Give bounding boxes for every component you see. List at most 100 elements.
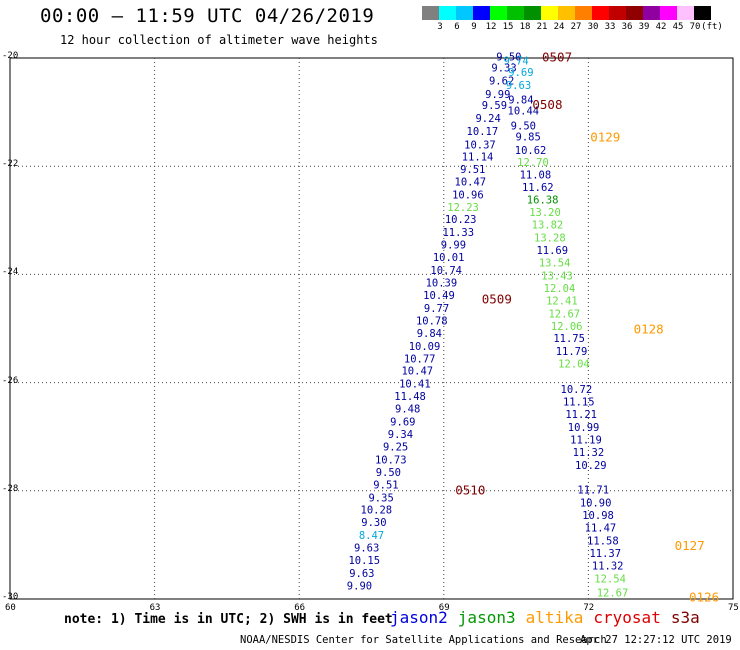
wave-height-value: 11.15 [563, 397, 595, 409]
wave-height-value: 11.71 [577, 485, 609, 497]
colorbar-label: 39 [638, 22, 650, 32]
colorbar-swatch: #000000 [694, 6, 711, 20]
colorbar-labels: 3 6 9 12 15 18 21 24 27 30 33 36 39 42 45 70 (ft) [422, 22, 740, 34]
legend-entry-jason3: jason3 [457, 608, 516, 627]
colorbar-label: (ft) [701, 22, 723, 32]
wave-height-value: 11.32 [573, 447, 605, 459]
legend-entry-s3a: s3a [670, 608, 700, 627]
wave-height-value: 9.84 [508, 95, 533, 107]
map-subtitle: 12 hour collection of altimeter wave hei… [60, 33, 378, 47]
wave-height-value: 10.09 [409, 341, 441, 353]
y-tick-label: -30 [2, 592, 19, 602]
wave-height-value: 11.62 [522, 182, 554, 194]
wave-height-value: 12.54 [594, 573, 626, 585]
x-tick-label: 63 [149, 603, 161, 613]
wave-height-value: 10.96 [452, 189, 484, 201]
legend-entry-jason2: jason2 [390, 608, 448, 627]
wave-height-value: 13.54 [539, 257, 571, 269]
wave-height-value: 9.85 [516, 131, 541, 143]
colorbar-label: 24 [553, 22, 565, 32]
wave-height-value: 9.74 [503, 56, 528, 68]
wave-height-value: 10.99 [568, 422, 600, 434]
pass-time-label: 0509 [482, 292, 512, 307]
colorbar: #808080#00ffff#00c8ff#0000ff#00ff00#00c0… [422, 6, 711, 20]
pass-time-label: 0129 [590, 129, 620, 144]
wave-height-value: 9.30 [361, 517, 386, 529]
pass-times-layer: 0507 0508 0129 0509 0128 0510 0127 0126 [455, 49, 719, 604]
colorbar-label: 18 [519, 22, 531, 32]
colorbar-label: 9 [471, 22, 477, 32]
wave-height-value: 12.04 [558, 359, 590, 371]
wave-height-value: 11.48 [394, 391, 426, 403]
pass-time-label: 0507 [542, 49, 572, 64]
wave-height-value: 9.51 [460, 164, 485, 176]
wave-height-value: 9.51 [373, 479, 398, 491]
wave-height-value: 12.41 [546, 295, 578, 307]
wave-height-value: 10.72 [561, 384, 593, 396]
wave-height-value: 9.24 [475, 113, 500, 125]
plot-frame [9, 57, 734, 600]
wave-height-value: 9.63 [349, 568, 374, 580]
wave-height-value: 8.47 [359, 530, 384, 542]
colorbar-swatch: #900000 [626, 6, 643, 20]
wave-height-value: 12.67 [597, 588, 629, 600]
wave-height-value: 10.73 [375, 454, 407, 466]
colorbar-swatch: #ffc000 [558, 6, 575, 20]
wave-height-value: 13.43 [541, 270, 573, 282]
wave-height-value: 10.23 [445, 214, 477, 226]
y-tick-label: -20 [2, 51, 19, 61]
colorbar-label: 42 [655, 22, 667, 32]
colorbar-swatch: #00ffff [439, 6, 456, 20]
pass-time-label: 0128 [634, 322, 664, 337]
wave-height-value: 10.77 [404, 353, 436, 365]
colorbar-swatch: #00ff00 [490, 6, 507, 20]
wave-height-value: 11.21 [565, 409, 597, 421]
pass-time-label: 0127 [675, 538, 705, 553]
wave-height-value: 13.20 [529, 207, 561, 219]
colorbar-swatch: #ff0000 [592, 6, 609, 20]
wave-height-value: 9.69 [390, 417, 415, 429]
wave-height-value: 11.79 [556, 346, 588, 358]
wave-height-value: 9.62 [489, 76, 514, 88]
wave-height-value: 9.90 [347, 580, 372, 592]
wave-height-value: 16.38 [527, 195, 559, 207]
y-tick-label: -26 [2, 375, 19, 386]
wave-height-value: 12.70 [517, 157, 549, 169]
x-tick-label: 75 [728, 603, 739, 613]
y-tick-label: -28 [2, 483, 19, 494]
x-tick-label: 60 [5, 603, 16, 613]
wave-height-value: 10.15 [348, 555, 380, 567]
colorbar-swatch: #00c8ff [456, 6, 473, 20]
wave-height-value: 10.78 [416, 315, 448, 327]
plot-border [9, 57, 734, 600]
wave-height-value: 9.69 [508, 67, 533, 79]
colorbar-swatch: #ff8000 [575, 6, 592, 20]
colorbar-swatch: #00c000 [507, 6, 524, 20]
legend-entry-cryosat: cryosat [593, 608, 661, 627]
colorbar-label: 15 [502, 22, 514, 32]
note-text: note: 1) Time is in UTC; 2) SWH is in fe… [64, 612, 393, 627]
wave-height-value: 9.77 [424, 303, 449, 315]
wave-height-value: 11.47 [585, 523, 617, 535]
colorbar-label: 30 [587, 22, 599, 32]
wave-height-value: 9.63 [506, 80, 531, 92]
wave-height-value: 13.28 [534, 233, 566, 245]
colorbar-label: 21 [536, 22, 548, 32]
wave-height-value: 9.99 [485, 89, 510, 101]
wave-height-value: 9.25 [383, 441, 408, 453]
wave-height-value: 9.50 [496, 51, 521, 63]
wave-height-value: 11.32 [592, 560, 624, 572]
colorbar-label: 27 [570, 22, 582, 32]
wave-height-value: 10.29 [575, 460, 607, 472]
wave-height-value: 11.19 [570, 434, 602, 446]
wave-height-value: 9.34 [388, 429, 413, 441]
wave-height-value: 11.08 [520, 169, 552, 181]
wave-height-value: 13.82 [532, 220, 564, 232]
colorbar-swatch: #c00000 [609, 6, 626, 20]
timestamp-text: Apr 27 12:27:12 UTC 2019 [580, 634, 732, 646]
credit-text: NOAA/NESDIS Center for Satellite Applica… [240, 634, 607, 646]
wave-height-value: 9.35 [368, 492, 393, 504]
colorbar-label: 33 [604, 22, 616, 32]
x-tick-label: 72 [583, 603, 595, 613]
